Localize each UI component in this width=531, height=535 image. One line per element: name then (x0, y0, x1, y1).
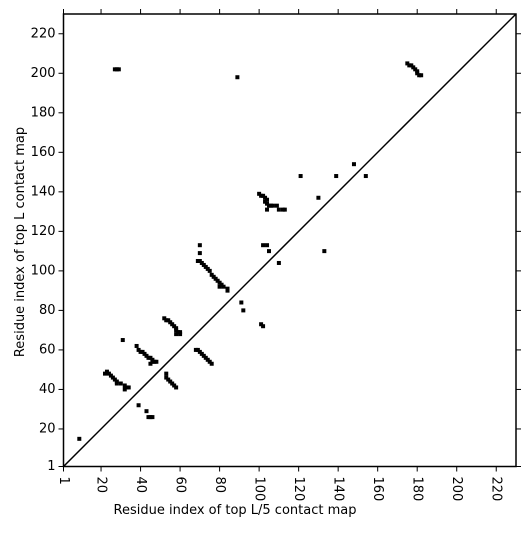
contact-point (126, 385, 131, 390)
contact-point (164, 371, 169, 376)
y-tick-label: 1 (47, 459, 55, 474)
x-tick-label: 160 (370, 477, 385, 502)
contact-point (197, 243, 202, 248)
x-tick-label: 20 (94, 477, 109, 494)
x-tick-label: 120 (291, 477, 306, 502)
contact-point (267, 249, 272, 254)
contact-point (122, 387, 127, 392)
diagonal (62, 13, 517, 468)
contact-point (261, 243, 266, 248)
contact-point (116, 67, 121, 72)
contact-point (282, 207, 287, 212)
y-axis-label: Residue index of top L contact map (13, 127, 28, 357)
contact-point (363, 174, 368, 179)
contact-point (77, 436, 82, 441)
contact-point (136, 403, 141, 408)
x-axis-label: Residue index of top L/5 contact map (114, 503, 357, 518)
y-tick-label: 40 (39, 382, 56, 397)
contact-point (241, 308, 246, 313)
contact-point (209, 361, 214, 366)
contact-point (419, 73, 424, 78)
contact-point (261, 324, 266, 329)
y-tick-label: 120 (31, 224, 56, 239)
contact-point (265, 207, 270, 212)
x-tick-label: 1 (56, 477, 71, 485)
contact-point (316, 195, 321, 200)
contact-point (174, 385, 179, 390)
x-tick-label: 60 (173, 477, 188, 494)
x-tick-label: 140 (331, 477, 346, 502)
contact-point (298, 174, 303, 179)
contact-point (148, 361, 153, 366)
contact-point (217, 284, 222, 289)
contact-point (120, 338, 125, 343)
contact-point (239, 300, 244, 305)
contact-point (134, 343, 139, 348)
x-tick-label: 220 (489, 477, 504, 502)
plot-frame (62, 13, 517, 468)
contact-point (221, 284, 226, 289)
y-tick-label: 220 (31, 26, 56, 41)
contact-point (118, 381, 123, 386)
contact-point (154, 359, 159, 364)
y-tick-label: 180 (31, 105, 56, 120)
contact-point (334, 174, 339, 179)
contact-point (265, 243, 270, 248)
y-tick-label: 140 (31, 184, 56, 199)
y-tick-label: 80 (39, 303, 56, 318)
contact-point (207, 268, 212, 273)
contact-point (235, 75, 240, 80)
contact-point (270, 203, 275, 208)
contact-point (150, 415, 155, 420)
y-tick-label: 160 (31, 145, 56, 160)
contact-point (276, 260, 281, 265)
y-tick-label: 100 (31, 263, 56, 278)
y-tick-label: 60 (39, 342, 56, 357)
contact-point (274, 203, 279, 208)
y-tick-label: 200 (31, 66, 56, 81)
y-tick-label: 20 (39, 421, 56, 436)
contact-point (276, 207, 281, 212)
contact-point (225, 288, 230, 293)
contact-point (178, 332, 183, 337)
contact-point (351, 162, 356, 167)
x-tick-label: 40 (133, 477, 148, 494)
x-tick-label: 80 (212, 477, 227, 494)
contact-point (144, 409, 149, 414)
x-tick-label: 200 (449, 477, 464, 502)
contact-point (322, 249, 327, 254)
contact-point (114, 381, 119, 386)
contact-point (197, 251, 202, 256)
contact-point (174, 332, 179, 337)
x-tick-label: 100 (252, 477, 267, 502)
x-tick-label: 180 (410, 477, 425, 502)
